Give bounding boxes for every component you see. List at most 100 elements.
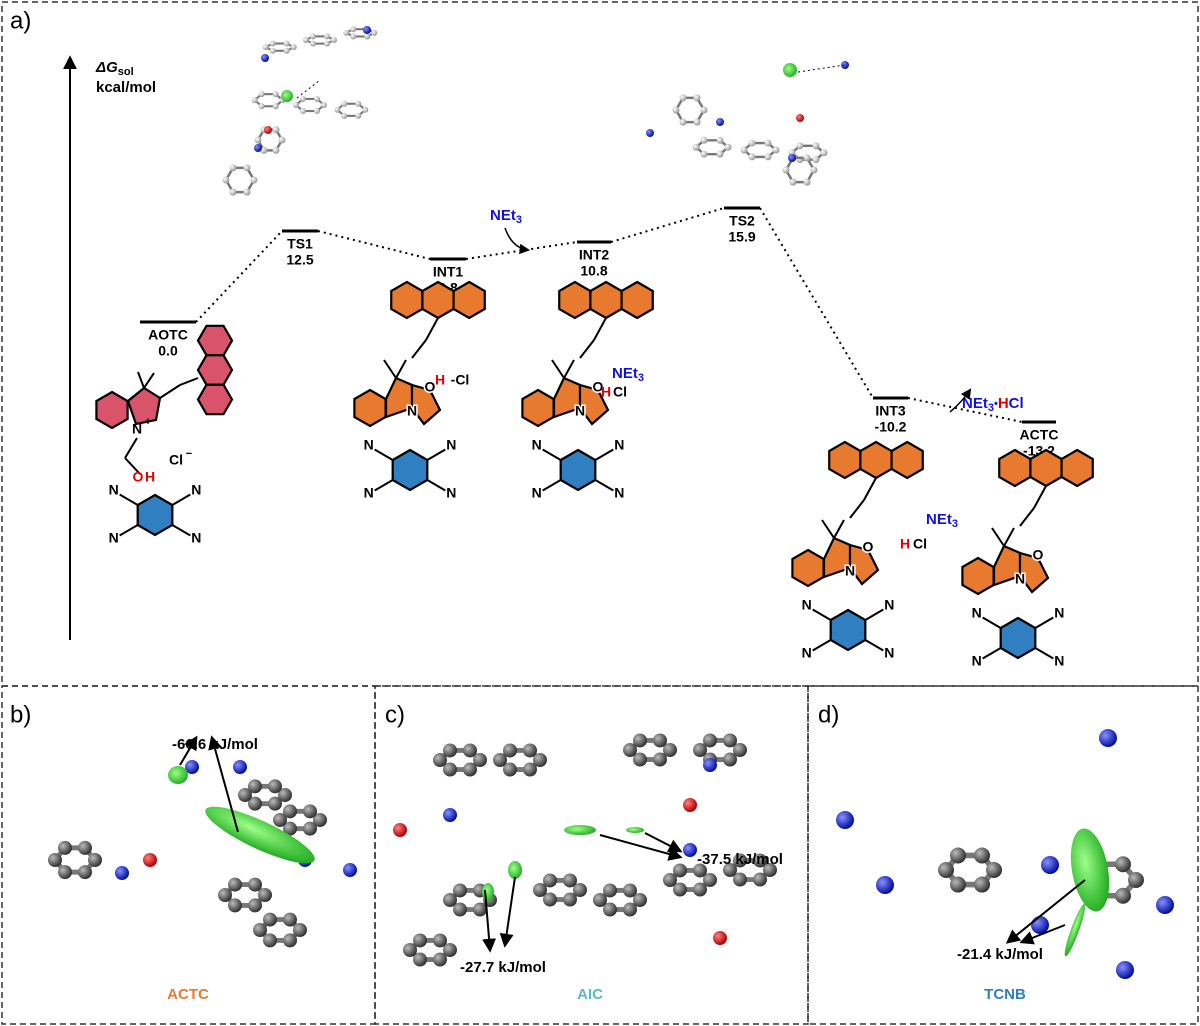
atom-ball	[283, 821, 297, 836]
atom-ball	[796, 142, 804, 150]
level-name: INT3	[875, 403, 906, 419]
atom-ball	[314, 95, 320, 102]
interaction-energy: -37.5 kJ/mol	[697, 851, 783, 868]
bond	[395, 359, 407, 379]
atom-ball	[974, 847, 990, 864]
reagent: NEt3	[490, 207, 522, 226]
atom-ball	[248, 796, 262, 811]
atom-ball	[633, 752, 647, 767]
ring	[196, 324, 234, 357]
atom-ball	[263, 933, 277, 948]
bond	[579, 339, 595, 359]
atom-n: N	[532, 485, 542, 501]
nci-surface	[168, 766, 188, 784]
bond	[563, 359, 575, 379]
reagent-part: NEt	[612, 365, 638, 382]
atom-ball	[716, 150, 724, 158]
atom-ball	[633, 893, 647, 907]
atom-ball	[393, 823, 407, 837]
molecule-name: TCNB	[984, 986, 1026, 1003]
atom-ball	[764, 139, 772, 147]
nci-surface	[564, 825, 596, 835]
atom-ball	[303, 821, 317, 836]
atom-ball	[753, 872, 767, 887]
atom-ball	[700, 106, 708, 114]
atom-ball	[523, 762, 537, 777]
level-energy: 15.9	[728, 229, 755, 245]
reagent-part: NEt	[490, 207, 516, 224]
atom-ball	[533, 753, 547, 767]
ring	[961, 556, 995, 596]
ring	[136, 493, 174, 537]
atom-ball	[218, 888, 232, 902]
atom-o: O	[863, 539, 874, 555]
ring	[95, 390, 129, 430]
atom-o: O	[1033, 547, 1044, 563]
ring	[578, 383, 610, 426]
atom-ball	[693, 743, 707, 757]
atom-ball	[820, 149, 828, 157]
ring	[859, 440, 893, 480]
nitrile	[864, 639, 884, 652]
level-name: AOTC	[148, 327, 188, 343]
nitrile	[982, 616, 1002, 629]
atom-ball	[764, 153, 772, 161]
curved-arrow	[949, 388, 972, 413]
interaction-energy: -66.6 kJ/mol	[172, 736, 258, 753]
atom-o: O	[593, 379, 604, 395]
atom-ball	[443, 893, 457, 907]
atom-ball	[331, 37, 337, 43]
bond	[863, 477, 877, 501]
charge: +	[145, 416, 151, 428]
bond	[124, 437, 138, 459]
level-name: TS2	[729, 213, 755, 229]
atom-ball	[258, 888, 272, 902]
atom-ball	[243, 188, 251, 196]
atom-n: N	[884, 597, 894, 613]
atom-ball	[693, 863, 707, 878]
ring	[410, 383, 442, 426]
nci-surface	[1064, 903, 1086, 957]
atom-n: N	[845, 563, 855, 579]
panel-label: b)	[10, 701, 31, 728]
ring	[559, 448, 597, 492]
molecule-name: AIC	[577, 986, 603, 1003]
nitrile	[864, 608, 884, 621]
atom-ball	[453, 883, 467, 898]
atom-ball	[841, 61, 849, 69]
atom-n: N	[972, 605, 982, 621]
atom-n: N	[446, 485, 456, 501]
molecule-name: ACTC	[167, 986, 209, 1003]
bond	[1019, 507, 1035, 527]
arrow	[482, 889, 497, 953]
atom-ball	[303, 804, 317, 819]
atom-ball	[433, 753, 447, 767]
atom-ball	[796, 114, 804, 122]
pathway	[907, 397, 1023, 423]
ring	[391, 448, 429, 492]
atom-ball	[573, 883, 587, 897]
nitrile	[426, 448, 446, 461]
reagent-part: •	[994, 398, 998, 410]
reagent-part: Cl	[1009, 395, 1024, 412]
level-energy: -10.2	[875, 419, 907, 435]
pathway	[759, 207, 874, 399]
nitrile	[542, 448, 562, 461]
nitrile	[119, 493, 139, 506]
ring	[829, 608, 867, 652]
atom-n: N	[614, 485, 624, 501]
atom-ball	[264, 126, 272, 134]
ring	[848, 543, 880, 586]
atom-ball	[473, 902, 487, 917]
arrow	[208, 735, 239, 833]
ring	[1018, 551, 1050, 594]
atom-ball	[703, 733, 717, 748]
bond	[124, 457, 141, 475]
nitrile	[982, 647, 1002, 660]
atom-n: N	[1054, 653, 1064, 669]
atom-ball	[716, 136, 724, 144]
nci-surface	[626, 827, 644, 833]
curved-arrow	[504, 227, 531, 255]
atom-ball	[693, 118, 701, 126]
